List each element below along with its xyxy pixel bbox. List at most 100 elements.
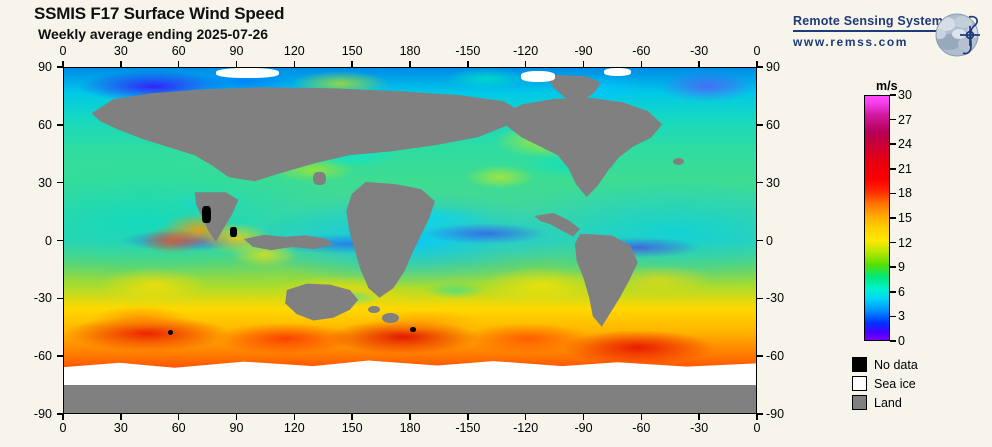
- latitude-label-right: -30: [766, 291, 785, 306]
- latitude-label-right: 30: [766, 175, 780, 190]
- latitude-tick-left: [57, 413, 63, 415]
- longitude-tick-top: [640, 61, 643, 67]
- longitude-label-top: -90: [574, 44, 593, 58]
- longitude-tick-top: [177, 61, 180, 67]
- longitude-label-top: 30: [113, 44, 128, 58]
- latitude-label-right: 60: [766, 117, 780, 132]
- colorbar-tick-label: 24: [898, 137, 912, 152]
- longitude-label-bottom: 60: [171, 421, 186, 435]
- longitude-tick-top: [524, 61, 527, 67]
- longitude-label-top: -120: [513, 44, 539, 58]
- latitude-tick-right: [757, 181, 763, 184]
- colorbar-tick: [890, 291, 896, 293]
- longitude-label-top: 180: [399, 44, 421, 58]
- colorbar-tick: [890, 340, 896, 342]
- latitude-label-right: 0: [766, 233, 773, 248]
- globe-satellite-icon: [935, 13, 980, 57]
- colorbar-tick: [890, 217, 896, 219]
- latitude-label-right: 90: [766, 60, 780, 74]
- latitude-label-left: 0: [45, 233, 52, 248]
- colorbar-tick-label: 3: [898, 309, 905, 324]
- longitude-tick-top: [120, 61, 122, 67]
- longitude-tick-bottom: [467, 414, 469, 420]
- longitude-label-bottom: 30: [113, 421, 128, 435]
- logo-text: Remote Sensing Systems www.remss.com: [793, 14, 951, 49]
- logo-website-url: www.remss.com: [793, 35, 909, 49]
- longitude-label-top: 120: [283, 44, 305, 58]
- colorbar-gradient[interactable]: [864, 95, 890, 341]
- latitude-label-left: 90: [38, 60, 52, 74]
- latitude-tick-right: [757, 66, 763, 68]
- sea-ice-and-nodata-mask: [64, 68, 756, 413]
- colorbar-tick-label: 9: [898, 260, 905, 275]
- latitude-tick-right: [757, 124, 763, 126]
- longitude-label-top: -30: [690, 44, 709, 58]
- longitude-label-bottom: 120: [283, 421, 305, 435]
- wind-speed-map[interactable]: [63, 67, 757, 414]
- longitude-label-bottom: 150: [341, 421, 363, 435]
- longitude-tick-top: [756, 61, 758, 67]
- longitude-tick-bottom: [351, 414, 353, 420]
- page-subtitle: Weekly average ending 2025-07-26: [38, 26, 269, 42]
- longitude-label-bottom: 180: [399, 421, 421, 435]
- colorbar-tick-label: 21: [898, 161, 912, 176]
- logo-company-name: Remote Sensing Systems: [793, 14, 951, 28]
- longitude-label-bottom: -90: [574, 421, 593, 435]
- latitude-tick-left: [57, 181, 63, 184]
- longitude-label-top: 0: [753, 44, 761, 58]
- colorbar-tick: [890, 168, 896, 170]
- longitude-label-bottom: -120: [513, 421, 539, 435]
- longitude-tick-bottom: [640, 414, 643, 420]
- latitude-label-left: 30: [38, 175, 52, 190]
- longitude-tick-bottom: [756, 414, 758, 420]
- latitude-tick-left: [57, 239, 63, 242]
- longitude-label-top: 150: [341, 44, 363, 58]
- longitude-label-top: 90: [229, 44, 244, 58]
- page-title: SSMIS F17 Surface Wind Speed: [34, 4, 285, 23]
- longitude-tick-bottom: [293, 414, 296, 420]
- latitude-label-left: -30: [33, 291, 52, 306]
- legend-label: Sea ice: [874, 376, 916, 391]
- colorbar-units-label: m/s: [876, 79, 898, 93]
- legend-swatch: [852, 395, 867, 410]
- colorbar-tick: [890, 118, 896, 121]
- latitude-tick-left: [57, 297, 63, 300]
- colorbar-tick-label: 18: [898, 186, 912, 201]
- longitude-label-bottom: 0: [753, 421, 761, 435]
- logo-divider: [793, 30, 943, 32]
- latitude-label-left: -90: [33, 407, 52, 421]
- latitude-label-right: -60: [766, 349, 785, 364]
- legend-item: No data: [852, 355, 918, 374]
- latitude-tick-right: [757, 239, 763, 242]
- colorbar-tick-label: 27: [898, 112, 912, 127]
- longitude-tick-bottom: [235, 414, 238, 420]
- latitude-tick-right: [757, 355, 763, 357]
- longitude-label-bottom: -30: [690, 421, 709, 435]
- latitude-label-left: -60: [33, 349, 52, 364]
- longitude-label-top: -60: [632, 44, 651, 58]
- colorbar-tick-label: 15: [898, 211, 912, 225]
- legend-swatch: [852, 357, 867, 372]
- latitude-label-right: -90: [766, 407, 785, 421]
- longitude-tick-top: [698, 61, 700, 67]
- colorbar-tick-label: 6: [898, 284, 905, 299]
- title-block: SSMIS F17 Surface Wind Speed Weekly aver…: [34, 4, 284, 42]
- longitude-tick-bottom: [582, 414, 585, 420]
- longitude-tick-bottom: [177, 414, 180, 420]
- longitude-tick-top: [293, 61, 296, 67]
- longitude-tick-top: [351, 61, 353, 67]
- remss-logo[interactable]: Remote Sensing Systems www.remss.com: [793, 10, 983, 60]
- longitude-tick-bottom: [120, 414, 122, 420]
- colorbar-tick: [890, 143, 896, 145]
- colorbar-tick-label: 0: [898, 334, 905, 348]
- longitude-label-bottom: -60: [632, 421, 651, 435]
- colorbar-tick-label: 30: [898, 88, 912, 102]
- longitude-tick-top: [467, 61, 469, 67]
- colorbar-tick: [890, 241, 896, 244]
- longitude-label-top: -150: [455, 44, 481, 58]
- colorbar-tick-label: 12: [898, 235, 912, 250]
- latitude-tick-right: [757, 297, 763, 300]
- longitude-tick-top: [582, 61, 585, 67]
- legend-item: Sea ice: [852, 374, 918, 393]
- legend-label: No data: [874, 357, 918, 372]
